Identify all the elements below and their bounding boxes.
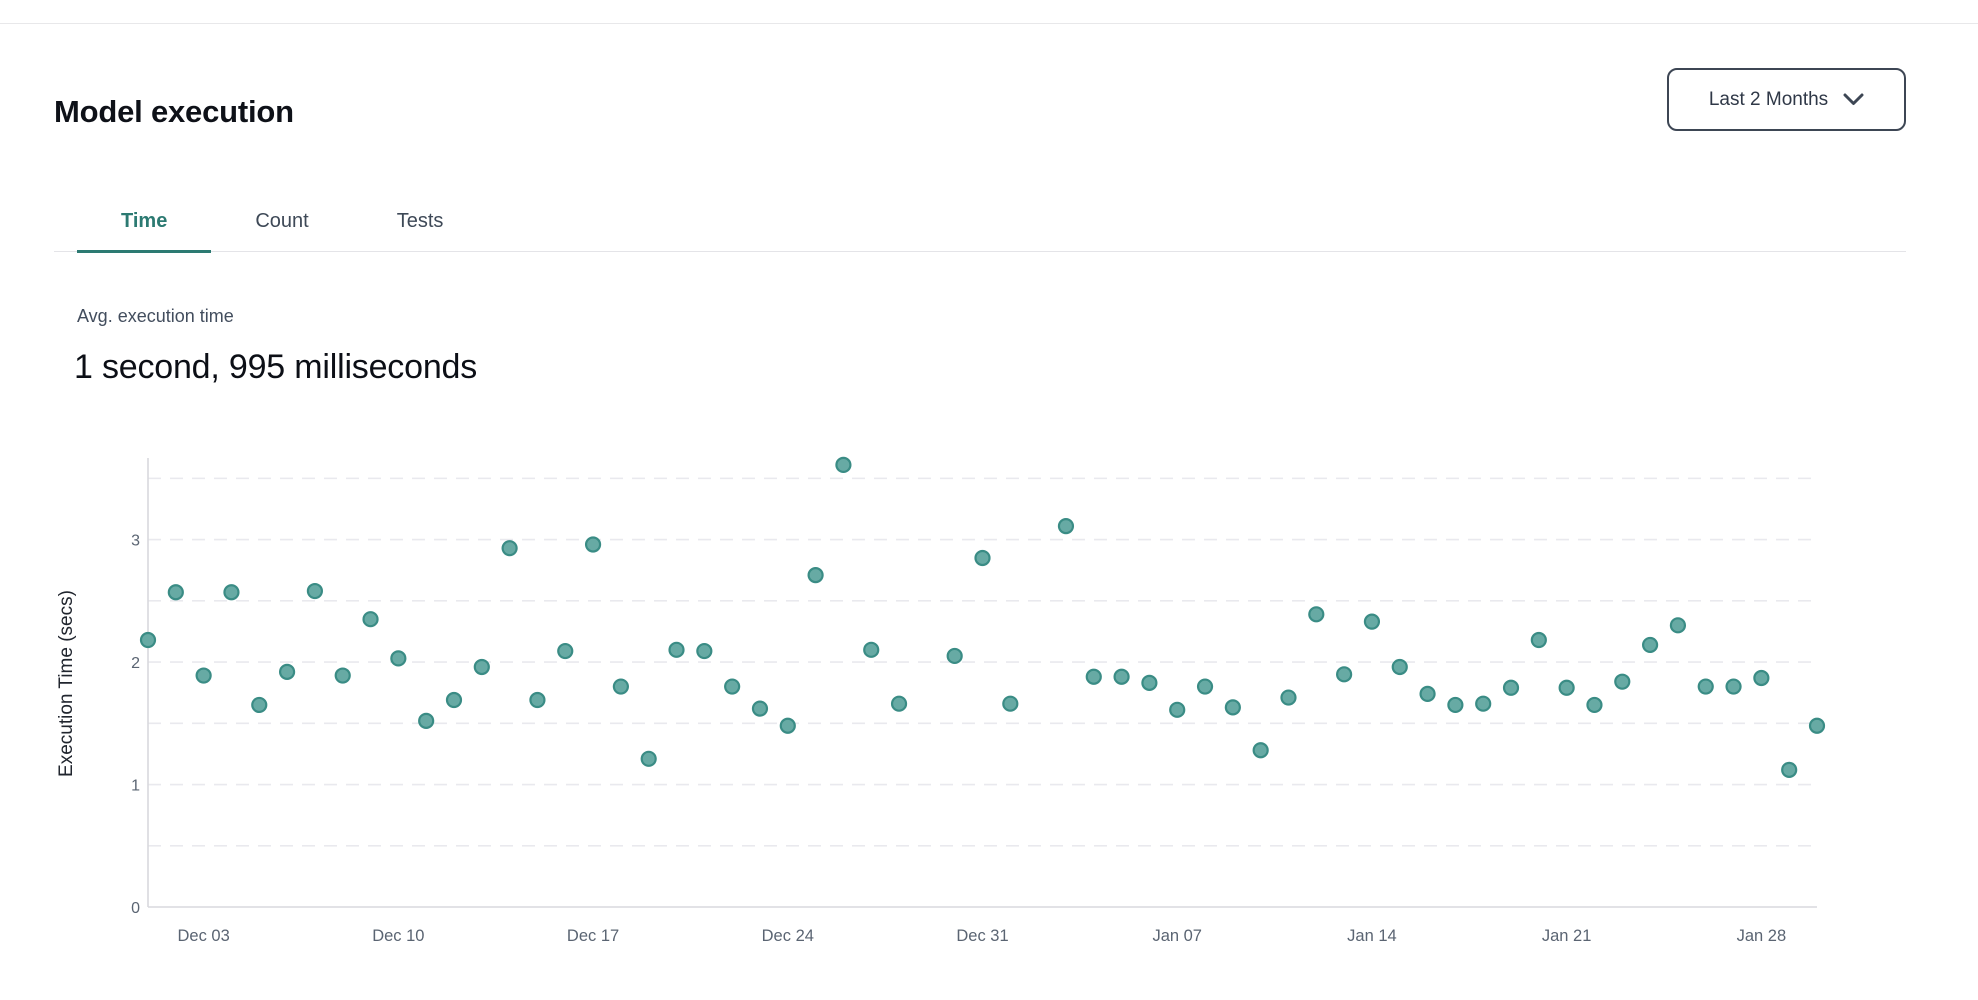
data-point[interactable]	[1363, 613, 1381, 630]
data-point[interactable]	[529, 691, 546, 709]
tab-time-label: Time	[121, 210, 168, 232]
data-point[interactable]	[139, 631, 157, 649]
data-point[interactable]	[501, 540, 518, 557]
data-point[interactable]	[612, 678, 629, 695]
tab-bar: Time Count Tests	[54, 192, 1906, 253]
data-point[interactable]	[1002, 695, 1019, 712]
data-point[interactable]	[1641, 636, 1659, 654]
data-point[interactable]	[1669, 617, 1687, 634]
data-point[interactable]	[751, 700, 769, 717]
data-point[interactable]	[668, 641, 685, 658]
data-point[interactable]	[1169, 701, 1186, 718]
data-point[interactable]	[946, 647, 963, 665]
data-point[interactable]	[1085, 668, 1102, 685]
y-axis-title: Execution Time (secs)	[56, 590, 77, 777]
data-point[interactable]	[445, 691, 463, 709]
tab-tests[interactable]: Tests	[353, 192, 488, 251]
x-tick-label: Dec 24	[762, 927, 814, 945]
x-tick-label: Jan 28	[1737, 927, 1787, 945]
data-point[interactable]	[1753, 669, 1770, 687]
y-tick-label: 0	[131, 900, 140, 917]
page-title: Model execution	[54, 93, 294, 129]
data-point[interactable]	[1558, 679, 1575, 696]
data-point[interactable]	[390, 650, 407, 667]
data-point[interactable]	[306, 582, 323, 600]
tab-count[interactable]: Count	[211, 192, 352, 251]
data-point[interactable]	[974, 549, 991, 567]
data-point[interactable]	[1196, 678, 1214, 695]
data-point[interactable]	[251, 696, 268, 714]
data-point[interactable]	[1419, 685, 1436, 703]
data-point[interactable]	[334, 667, 351, 684]
data-point[interactable]	[418, 712, 435, 729]
date-range-dropdown-label: Last 2 Months	[1708, 88, 1829, 110]
data-point[interactable]	[1391, 658, 1408, 676]
data-point[interactable]	[278, 663, 296, 680]
data-point[interactable]	[696, 642, 713, 660]
x-tick-label: Dec 17	[567, 927, 619, 945]
data-point[interactable]	[1252, 742, 1269, 759]
data-point[interactable]	[557, 642, 574, 660]
top-divider	[0, 23, 1978, 24]
data-point[interactable]	[1502, 679, 1520, 696]
data-point[interactable]	[1808, 717, 1826, 734]
data-point[interactable]	[835, 456, 852, 473]
date-range-dropdown[interactable]: Last 2 Months	[1667, 68, 1906, 131]
tab-count-label: Count	[255, 210, 309, 232]
y-tick-label: 3	[131, 533, 140, 550]
data-point[interactable]	[779, 717, 796, 734]
chevron-down-icon	[1843, 93, 1864, 105]
data-point[interactable]	[1614, 673, 1631, 690]
x-tick-label: Dec 10	[372, 927, 424, 945]
tab-time[interactable]: Time	[77, 192, 212, 253]
data-point[interactable]	[223, 584, 240, 601]
data-point[interactable]	[195, 667, 212, 684]
data-point[interactable]	[1475, 695, 1492, 712]
data-point[interactable]	[473, 658, 490, 676]
data-point[interactable]	[1530, 631, 1547, 649]
data-point[interactable]	[1725, 678, 1742, 695]
x-tick-label: Jan 07	[1152, 927, 1202, 945]
y-tick-label: 1	[131, 778, 140, 795]
data-point[interactable]	[167, 584, 184, 601]
data-point[interactable]	[1336, 666, 1353, 683]
data-point[interactable]	[1308, 606, 1325, 623]
data-point[interactable]	[724, 678, 741, 695]
data-point[interactable]	[1280, 689, 1297, 706]
data-point[interactable]	[584, 536, 602, 553]
x-tick-label: Jan 14	[1347, 927, 1397, 945]
data-point[interactable]	[1141, 674, 1158, 691]
x-tick-label: Dec 03	[177, 927, 229, 945]
data-point[interactable]	[1586, 696, 1603, 714]
data-point[interactable]	[640, 750, 657, 767]
tab-tests-label: Tests	[396, 210, 444, 232]
data-point[interactable]	[807, 567, 824, 584]
data-point[interactable]	[863, 641, 880, 658]
data-point[interactable]	[1697, 678, 1714, 695]
y-tick-label: 2	[131, 655, 140, 672]
x-tick-label: Jan 21	[1542, 927, 1592, 945]
data-point[interactable]	[1781, 761, 1798, 778]
x-tick-label: Dec 31	[956, 927, 1008, 945]
data-point[interactable]	[362, 611, 379, 628]
data-point[interactable]	[1447, 696, 1464, 714]
data-point[interactable]	[1224, 699, 1241, 716]
avg-execution-time-label: Avg. execution time	[77, 306, 234, 326]
data-point[interactable]	[1113, 668, 1130, 685]
data-point[interactable]	[1057, 518, 1075, 535]
avg-execution-time-value: 1 second, 995 milliseconds	[74, 348, 478, 386]
data-point[interactable]	[890, 695, 908, 712]
